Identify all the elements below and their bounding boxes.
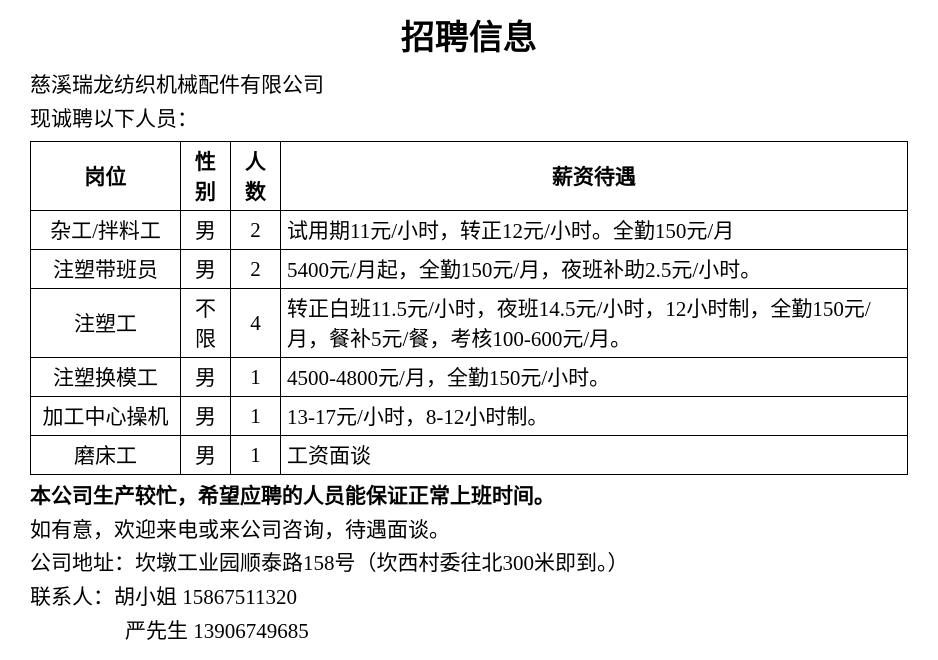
header-gender: 性别 <box>181 142 231 211</box>
cell-count: 1 <box>231 358 281 397</box>
address-text: 公司地址：坎墩工业园顺泰路158号（坎西村委往北300米即到。） <box>30 547 908 581</box>
cell-count: 2 <box>231 250 281 289</box>
subtitle-text: 现诚聘以下人员： <box>30 103 908 137</box>
header-count: 人数 <box>231 142 281 211</box>
cell-count: 2 <box>231 211 281 250</box>
cell-position: 杂工/拌料工 <box>31 211 181 250</box>
cell-salary: 转正白班11.5元/小时，夜班14.5元/小时，12小时制，全勤150元/月，餐… <box>281 289 908 358</box>
cell-gender: 男 <box>181 211 231 250</box>
cell-salary: 5400元/月起，全勤150元/月，夜班补助2.5元/小时。 <box>281 250 908 289</box>
cell-gender: 男 <box>181 250 231 289</box>
cell-gender: 男 <box>181 397 231 436</box>
cell-position: 加工中心操机 <box>31 397 181 436</box>
jobs-table: 岗位 性别 人数 薪资待遇 杂工/拌料工 男 2 试用期11元/小时，转正12元… <box>30 141 908 475</box>
cell-position: 磨床工 <box>31 436 181 475</box>
cell-count: 4 <box>231 289 281 358</box>
cell-salary: 4500-4800元/月，全勤150元/小时。 <box>281 358 908 397</box>
cell-gender: 男 <box>181 358 231 397</box>
header-position: 岗位 <box>31 142 181 211</box>
table-row: 杂工/拌料工 男 2 试用期11元/小时，转正12元/小时。全勤150元/月 <box>31 211 908 250</box>
cell-count: 1 <box>231 397 281 436</box>
contact-2-text: 严先生 13906749685 <box>125 615 908 649</box>
note-bold-text: 本公司生产较忙，希望应聘的人员能保证正常上班时间。 <box>30 480 908 514</box>
cell-salary: 工资面谈 <box>281 436 908 475</box>
table-row: 注塑换模工 男 1 4500-4800元/月，全勤150元/小时。 <box>31 358 908 397</box>
header-salary: 薪资待遇 <box>281 142 908 211</box>
table-row: 加工中心操机 男 1 13-17元/小时，8-12小时制。 <box>31 397 908 436</box>
cell-position: 注塑带班员 <box>31 250 181 289</box>
page-title: 招聘信息 <box>30 10 908 59</box>
cell-gender: 不限 <box>181 289 231 358</box>
cell-gender: 男 <box>181 436 231 475</box>
table-row: 注塑带班员 男 2 5400元/月起，全勤150元/月，夜班补助2.5元/小时。 <box>31 250 908 289</box>
cell-salary: 试用期11元/小时，转正12元/小时。全勤150元/月 <box>281 211 908 250</box>
table-row: 注塑工 不限 4 转正白班11.5元/小时，夜班14.5元/小时，12小时制，全… <box>31 289 908 358</box>
table-row: 磨床工 男 1 工资面谈 <box>31 436 908 475</box>
cell-position: 注塑工 <box>31 289 181 358</box>
company-name: 慈溪瑞龙纺织机械配件有限公司 <box>30 69 908 103</box>
table-header-row: 岗位 性别 人数 薪资待遇 <box>31 142 908 211</box>
cell-salary: 13-17元/小时，8-12小时制。 <box>281 397 908 436</box>
table-body: 杂工/拌料工 男 2 试用期11元/小时，转正12元/小时。全勤150元/月 注… <box>31 211 908 475</box>
note-invite-text: 如有意，欢迎来电或来公司咨询，待遇面谈。 <box>30 514 908 548</box>
cell-count: 1 <box>231 436 281 475</box>
contact-1-text: 联系人：胡小姐 15867511320 <box>30 581 908 615</box>
cell-position: 注塑换模工 <box>31 358 181 397</box>
